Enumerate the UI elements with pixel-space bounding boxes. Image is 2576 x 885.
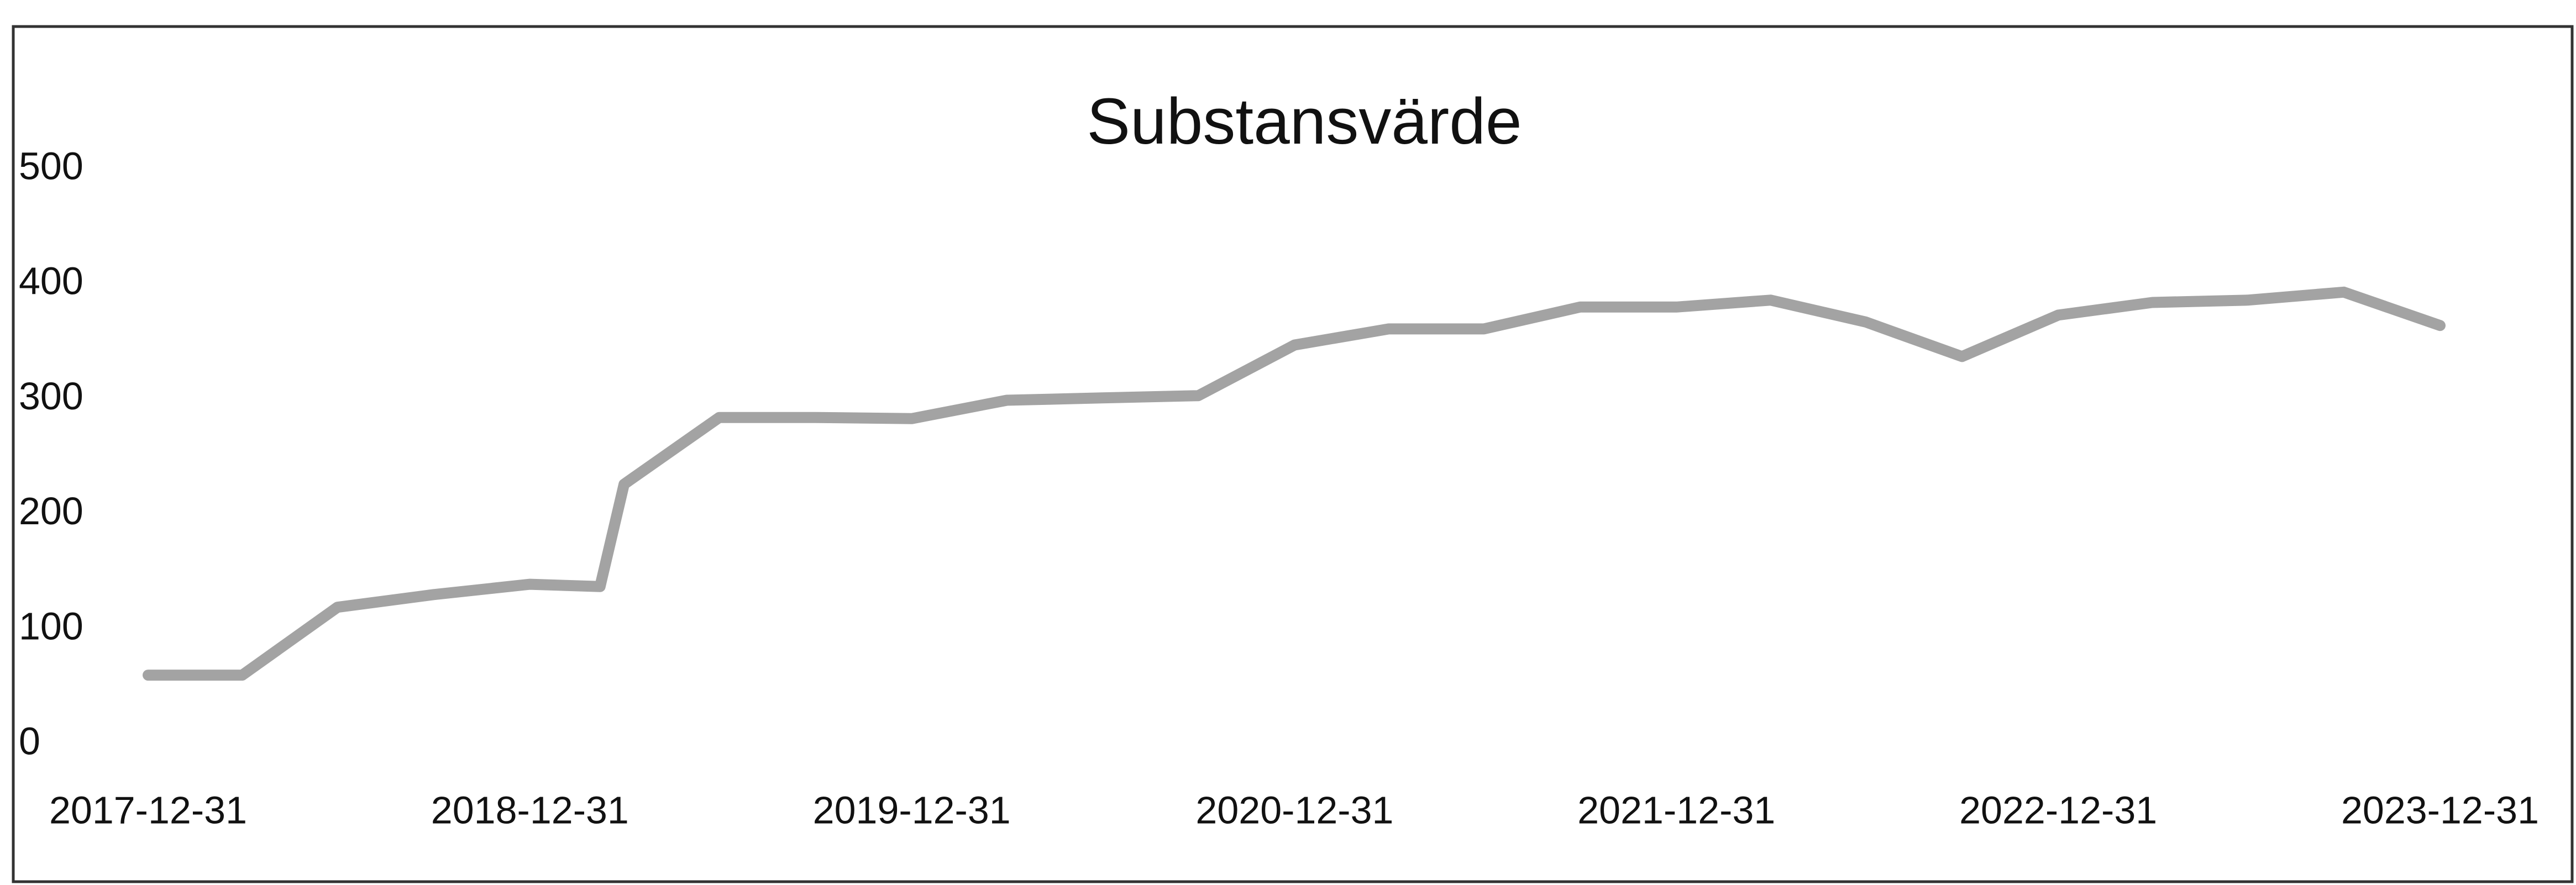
y-tick-label: 0	[19, 719, 40, 762]
series-line	[143, 286, 2446, 681]
y-tick-label: 100	[19, 604, 83, 647]
x-tick-label: 2019-12-31	[813, 788, 1011, 831]
x-tick-label: 2020-12-31	[1195, 788, 1393, 831]
y-tick-label: 400	[19, 260, 83, 303]
x-tick-label: 2021-12-31	[1577, 788, 1775, 831]
x-tick-label: 2023-12-31	[2341, 788, 2539, 831]
x-tick-label: 2022-12-31	[1959, 788, 2157, 831]
y-tick-label: 300	[19, 375, 83, 418]
y-tick-label: 200	[19, 489, 83, 533]
x-tick-label: 2017-12-31	[49, 788, 247, 831]
chart-title: Substansvärde	[1087, 85, 1522, 158]
chart-frame	[12, 25, 2574, 883]
y-tick-label: 500	[19, 144, 83, 187]
x-tick-label: 2018-12-31	[431, 788, 629, 831]
